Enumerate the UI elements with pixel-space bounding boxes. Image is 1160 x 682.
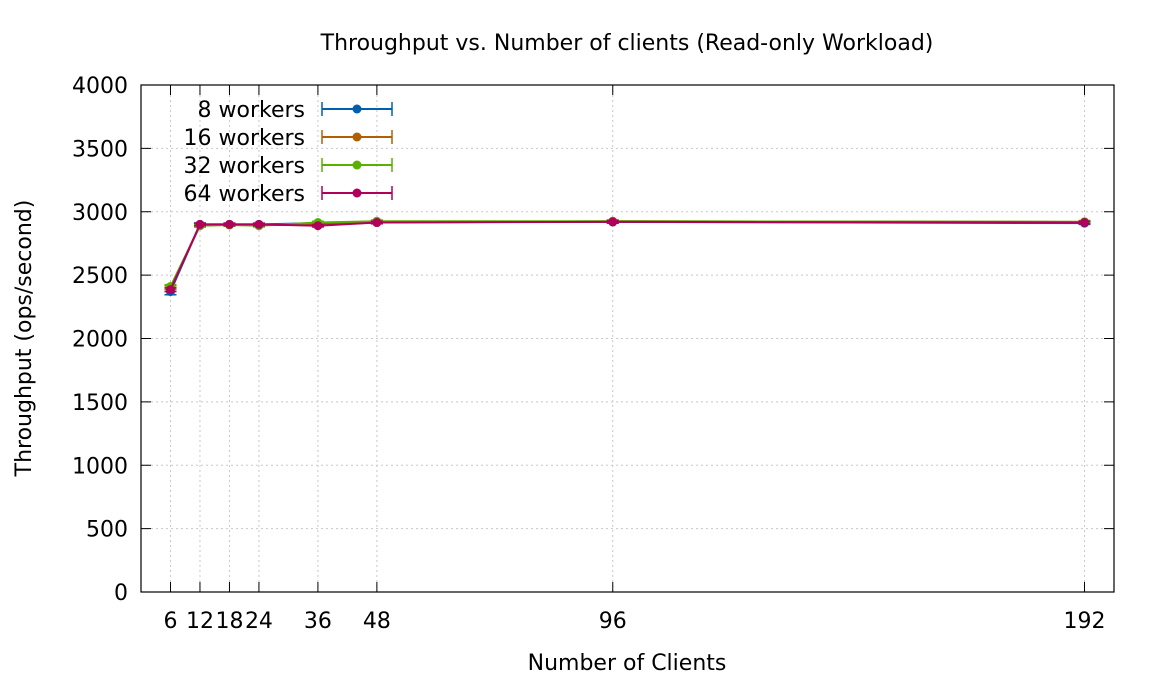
series-layer [164,216,1091,297]
legend-marker [352,188,362,198]
x-tick-label: 18 [215,609,243,634]
chart-title: Throughput vs. Number of clients (Read-o… [320,31,934,56]
series-line [169,220,1085,291]
legend-label: 32 workers [184,154,305,179]
y-tick-label: 3500 [72,137,128,162]
legend-label: 64 workers [184,182,305,207]
data-point [313,221,323,231]
y-tick-label: 500 [86,518,128,543]
legend-marker [352,132,362,142]
y-tick-label: 3000 [72,201,128,226]
y-axis-label: Throughput (ops/second) [12,200,37,478]
y-tick-label: 2000 [72,328,128,353]
legend-label: 8 workers [198,98,306,123]
data-point [224,219,234,229]
x-tick-label: 12 [186,609,214,634]
x-tick-label: 36 [304,609,332,634]
y-tick-label: 2500 [72,264,128,289]
series-64-workers [164,217,1091,295]
x-tick-label: 24 [245,609,273,634]
legend: 8 workers 16 workers 32 workers 64 workers [184,98,393,207]
data-point [372,218,382,228]
data-point [165,285,175,295]
x-tick-label: 6 [163,609,177,634]
y-tick-label: 0 [114,581,128,606]
legend-label: 16 workers [184,126,305,151]
x-tick-label: 96 [599,609,627,634]
data-point [254,219,264,229]
plot-border [140,84,1115,593]
y-tick-label: 4000 [72,74,128,99]
x-tick-label: 48 [363,609,391,634]
axes: 0 500 1000 1500 2000 2500 3000 3500 4000 6 12 18 24 3… [72,74,1115,634]
x-axis-label: Number of Clients [528,651,727,676]
data-point [608,217,618,227]
legend-marker [352,104,362,114]
grid-lines [141,85,1114,592]
legend-marker [352,160,362,170]
data-point [1080,218,1090,228]
x-tick-label: 192 [1064,609,1106,634]
y-tick-label: 1500 [72,391,128,416]
y-tick-label: 1000 [72,454,128,479]
data-point [195,219,205,229]
